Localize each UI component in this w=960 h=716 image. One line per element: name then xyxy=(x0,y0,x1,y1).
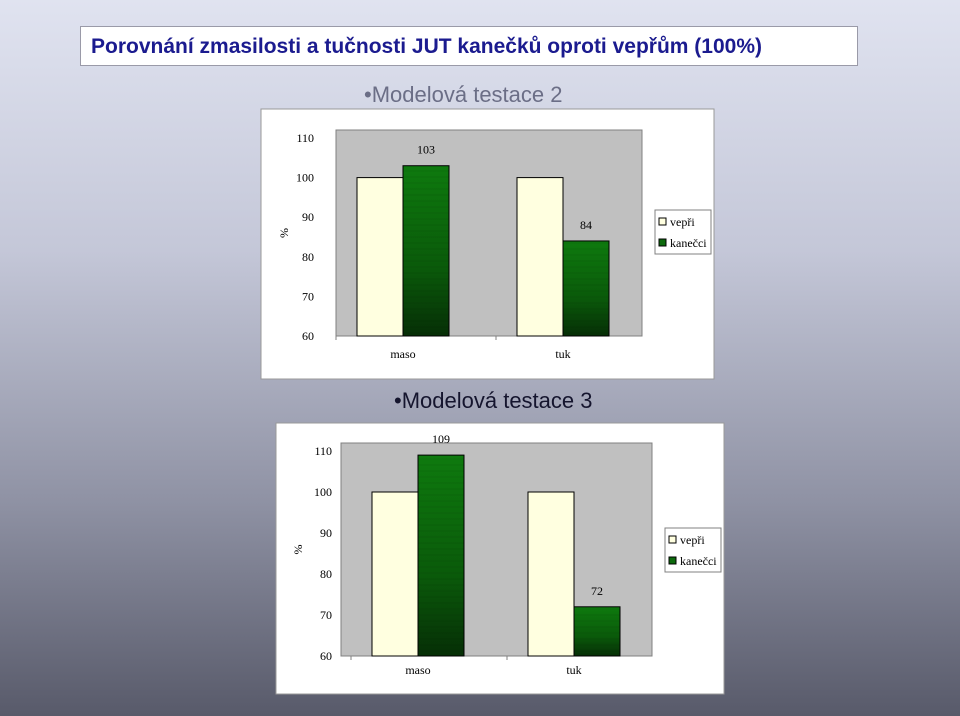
y-tick-label: 70 xyxy=(302,289,314,303)
bar-kanecci-texture xyxy=(574,606,620,656)
x-tick-label: tuk xyxy=(555,347,570,361)
bar-vepri xyxy=(356,177,404,337)
legend-label-kanecci: kanečci xyxy=(680,554,717,568)
y-tick-label: 60 xyxy=(302,329,314,343)
y-tick-label: 90 xyxy=(320,526,332,540)
y-tick-label: 110 xyxy=(314,444,332,458)
bar-vepri xyxy=(371,491,419,657)
y-tick-label: 100 xyxy=(314,485,332,499)
chart-2-title: •Modelová testace 3 xyxy=(394,388,593,413)
slide-title: Porovnání zmasilosti a tučnosti JUT kane… xyxy=(91,35,762,58)
bar-vepri xyxy=(516,177,564,337)
bar-kanecci-texture xyxy=(418,455,464,656)
bar-kanecci-texture xyxy=(403,165,449,336)
legend-swatch-vepri xyxy=(658,217,667,226)
y-tick-label: 60 xyxy=(320,649,332,663)
y-tick-label: 70 xyxy=(320,608,332,622)
data-label: 72 xyxy=(591,584,603,598)
data-label: 109 xyxy=(432,432,450,446)
chart-2: 60 70 80 90 100 110% 109 maso 72 tuk vepři kanečci xyxy=(275,422,725,695)
legend-swatch-kanecci xyxy=(668,556,677,565)
legend-label-kanecci: kanečci xyxy=(670,236,707,250)
y-tick-label: 110 xyxy=(296,131,314,145)
bar-vepri xyxy=(527,491,575,657)
legend-box xyxy=(654,209,712,255)
y-tick-label: 90 xyxy=(302,210,314,224)
data-label: 103 xyxy=(417,143,435,157)
legend-label-vepri: vepři xyxy=(680,533,705,547)
y-tick-label: 100 xyxy=(296,171,314,185)
x-tick-label: maso xyxy=(405,663,430,677)
chart-1: 60 70 80 90 100 110% 103 maso 84 tuk vepři kanečci xyxy=(260,108,715,380)
chart-1-title: •Modelová testace 2 xyxy=(364,82,563,107)
slide-title-box: Porovnání zmasilosti a tučnosti JUT kane… xyxy=(80,26,858,66)
y-axis-label: % xyxy=(291,545,305,555)
legend-box xyxy=(664,527,722,573)
y-axis-label: % xyxy=(277,228,291,238)
data-label: 84 xyxy=(580,218,592,232)
legend-swatch-kanecci xyxy=(658,238,667,247)
legend-swatch-vepri xyxy=(668,535,677,544)
legend-label-vepri: vepři xyxy=(670,215,695,229)
x-tick-label: maso xyxy=(390,347,415,361)
x-tick-label: tuk xyxy=(566,663,581,677)
bar-kanecci-texture xyxy=(563,240,609,336)
y-tick-label: 80 xyxy=(302,250,314,264)
y-tick-label: 80 xyxy=(320,567,332,581)
